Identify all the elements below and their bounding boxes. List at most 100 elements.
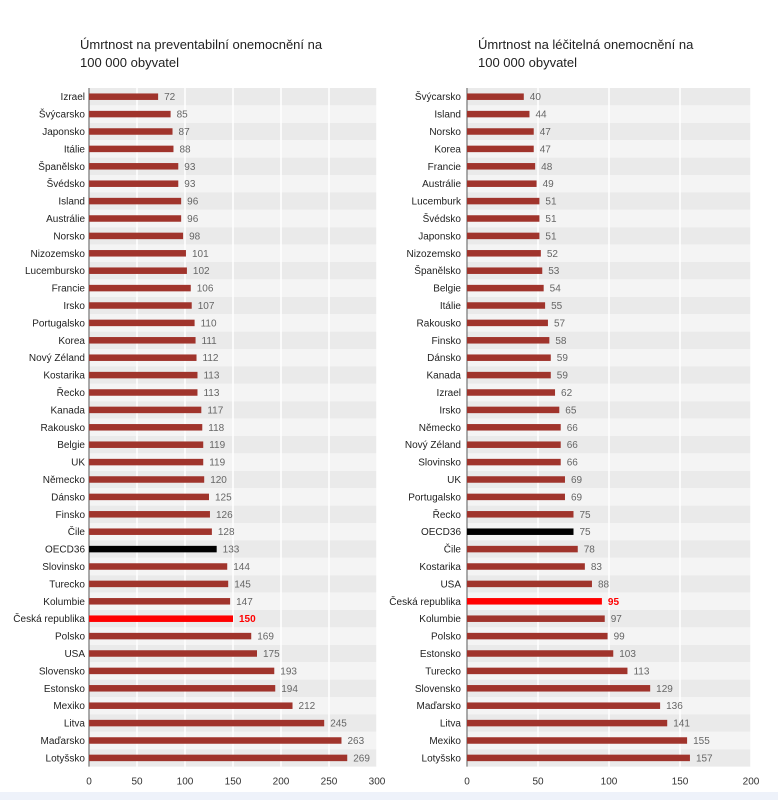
bar-dánsko bbox=[89, 493, 209, 501]
value-label: 97 bbox=[611, 614, 623, 625]
category-label: Belgie bbox=[57, 440, 85, 451]
bar-norsko bbox=[467, 128, 534, 135]
bar-izrael bbox=[89, 93, 159, 100]
value-label: 125 bbox=[215, 492, 232, 503]
value-label: 83 bbox=[591, 562, 603, 573]
value-label: 98 bbox=[189, 231, 201, 242]
category-label: Rakousko bbox=[417, 318, 462, 329]
category-label: Kanada bbox=[51, 405, 86, 416]
category-label: Island bbox=[58, 197, 85, 208]
bar-oecd36 bbox=[467, 528, 574, 535]
category-label: Slovensko bbox=[415, 684, 462, 695]
bar-kanada bbox=[89, 406, 202, 414]
value-label: 59 bbox=[557, 371, 569, 382]
category-label: Irsko bbox=[63, 301, 85, 312]
value-label: 85 bbox=[177, 110, 189, 121]
bar-korea bbox=[467, 145, 534, 153]
bar-estonsko bbox=[89, 685, 276, 692]
value-label: 58 bbox=[555, 336, 567, 347]
category-label: Dánsko bbox=[51, 492, 85, 503]
value-label: 88 bbox=[179, 144, 191, 155]
chart-preventable-mortality: Úmrtnost na preventabilní onemocnění na … bbox=[13, 37, 385, 788]
bar-turecko bbox=[467, 667, 628, 675]
bar-belgie bbox=[89, 441, 204, 448]
category-label: Švýcarsko bbox=[415, 90, 462, 103]
category-label: Švédsko bbox=[423, 212, 462, 225]
value-label: 99 bbox=[614, 632, 626, 643]
value-label: 88 bbox=[598, 579, 610, 590]
category-label: Čile bbox=[68, 525, 86, 538]
category-label: Lotyšsko bbox=[46, 753, 86, 764]
category-label: Čile bbox=[444, 543, 462, 556]
category-label: Slovinsko bbox=[418, 458, 461, 469]
category-label: Lotyšsko bbox=[422, 753, 462, 764]
value-label: 103 bbox=[619, 649, 636, 660]
category-label: Německo bbox=[43, 475, 86, 486]
value-label: 144 bbox=[233, 562, 250, 573]
category-label: Estonsko bbox=[420, 649, 462, 660]
value-label: 51 bbox=[545, 231, 557, 242]
bar-nizozemsko bbox=[467, 250, 541, 257]
value-label: 107 bbox=[198, 301, 215, 312]
bar-usa bbox=[467, 580, 592, 588]
value-label: 126 bbox=[216, 510, 233, 521]
value-label: 62 bbox=[561, 388, 573, 399]
category-label: OECD36 bbox=[45, 545, 85, 556]
value-label: 212 bbox=[299, 701, 316, 712]
bar-izrael bbox=[467, 389, 556, 396]
bar-švédsko bbox=[467, 215, 540, 222]
bar-švýcarsko bbox=[89, 110, 171, 118]
value-label: 245 bbox=[330, 719, 347, 730]
category-label: Japonsko bbox=[42, 127, 85, 138]
x-tick-label: 200 bbox=[743, 777, 760, 788]
footer-strip bbox=[0, 792, 778, 800]
bar-španělsko bbox=[467, 267, 543, 274]
value-label: 66 bbox=[567, 458, 579, 469]
value-label: 193 bbox=[280, 666, 297, 677]
category-label: Izrael bbox=[61, 92, 85, 103]
bar-portugalsko bbox=[467, 493, 565, 501]
bar-maďarsko bbox=[89, 737, 342, 744]
value-label: 147 bbox=[236, 597, 253, 608]
value-label: 113 bbox=[633, 666, 649, 677]
category-label: Kolumbie bbox=[43, 597, 85, 608]
value-label: 49 bbox=[543, 179, 555, 190]
bar-rakousko bbox=[89, 424, 203, 431]
category-label: Nizozemsko bbox=[31, 249, 86, 260]
value-label: 263 bbox=[347, 736, 364, 747]
category-label: Irsko bbox=[439, 405, 461, 416]
category-label: Kostarika bbox=[43, 371, 85, 382]
chart-title-preventable: Úmrtnost na preventabilní onemocnění na … bbox=[80, 37, 323, 70]
value-label: 194 bbox=[281, 684, 298, 695]
bar-norsko bbox=[89, 232, 184, 240]
value-label: 96 bbox=[187, 197, 199, 208]
bar-litva bbox=[467, 719, 668, 727]
bar-česká-republika bbox=[467, 598, 602, 605]
value-label: 65 bbox=[565, 405, 577, 416]
value-label: 119 bbox=[209, 458, 225, 469]
category-label: Polsko bbox=[431, 632, 461, 643]
category-label: Portugalsko bbox=[32, 318, 85, 329]
bar-lucemburk bbox=[467, 197, 540, 205]
value-label: 51 bbox=[545, 214, 557, 225]
bar-německo bbox=[89, 476, 205, 483]
category-label: Finsko bbox=[56, 510, 86, 521]
bar-kolumbie bbox=[467, 615, 605, 622]
x-tick-label: 200 bbox=[273, 777, 290, 788]
x-tick-label: 50 bbox=[532, 777, 544, 788]
value-label: 59 bbox=[557, 353, 569, 364]
bar-lotyšsko bbox=[89, 754, 348, 762]
bar-španělsko bbox=[89, 163, 179, 170]
category-label: Mexiko bbox=[429, 736, 461, 747]
category-label: Kostarika bbox=[419, 562, 461, 573]
category-label: Turecko bbox=[425, 666, 461, 677]
category-label: Portugalsko bbox=[408, 492, 461, 503]
value-label: 117 bbox=[207, 405, 223, 416]
category-label: Španělsko bbox=[414, 264, 461, 277]
category-label: Mexiko bbox=[53, 701, 85, 712]
value-label: 169 bbox=[257, 632, 274, 643]
bar-turecko bbox=[89, 580, 229, 588]
value-label: 128 bbox=[218, 527, 235, 538]
category-label: USA bbox=[440, 579, 461, 590]
value-label: 133 bbox=[223, 545, 240, 556]
